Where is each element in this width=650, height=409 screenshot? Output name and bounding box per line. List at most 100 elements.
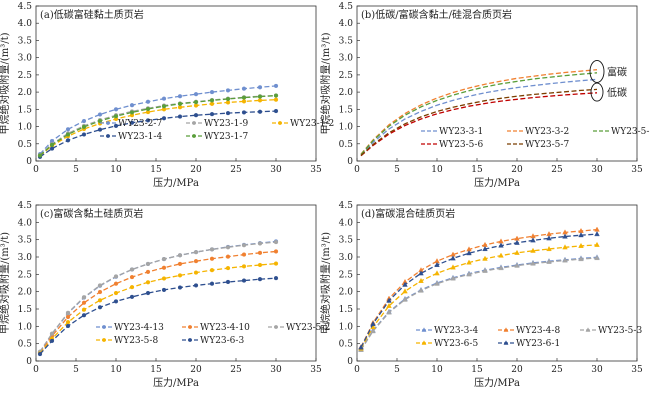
series-line xyxy=(360,88,598,156)
data-point xyxy=(273,108,279,114)
data-point xyxy=(145,269,151,275)
data-point xyxy=(257,109,263,114)
data-point xyxy=(177,105,183,110)
data-point xyxy=(530,247,536,253)
plot-frame xyxy=(35,204,317,362)
panel-title: (b)低碳/富碳含黏土/硅混合质页岩 xyxy=(361,8,512,21)
data-point xyxy=(225,279,231,285)
data-point xyxy=(273,239,279,245)
data-point xyxy=(97,127,103,132)
data-point xyxy=(241,264,247,269)
data-point xyxy=(530,237,536,243)
legend-label: WY23-1-2 xyxy=(290,119,334,129)
data-point xyxy=(562,257,568,263)
x-tick-label: 15 xyxy=(471,165,483,175)
plot-frame xyxy=(35,5,317,162)
series-line xyxy=(360,92,598,157)
data-point xyxy=(402,296,408,302)
data-point xyxy=(273,249,279,254)
data-point xyxy=(49,146,55,151)
data-point xyxy=(273,97,279,102)
legend-marker xyxy=(188,325,192,329)
data-point xyxy=(241,252,247,257)
y-tick-label: 2.0 xyxy=(339,288,354,298)
data-point xyxy=(129,120,135,125)
data-point xyxy=(225,245,231,250)
series-line xyxy=(39,277,277,355)
data-point xyxy=(37,153,43,158)
y-tick-label: 3.0 xyxy=(18,54,33,64)
data-point xyxy=(225,100,231,105)
data-point xyxy=(386,302,392,308)
data-point xyxy=(578,256,584,262)
y-tick-label: 4.5 xyxy=(339,201,354,211)
x-tick-label: 30 xyxy=(270,165,282,175)
y-axis-label: 甲烷绝对吸附量/(m³/t) xyxy=(0,32,11,134)
series-line xyxy=(360,257,598,351)
data-point xyxy=(434,280,440,286)
y-tick-label: 1.0 xyxy=(18,123,33,133)
y-tick-label: 4.5 xyxy=(18,2,33,12)
data-point xyxy=(145,290,151,296)
data-point xyxy=(113,281,119,286)
series-line xyxy=(39,262,277,354)
data-point xyxy=(257,85,263,90)
data-point xyxy=(466,250,472,256)
data-point xyxy=(49,142,55,147)
legend-label: WY23-6-1 xyxy=(516,339,560,349)
data-point xyxy=(257,277,263,282)
series-line xyxy=(360,78,598,156)
y-tick-label: 2.0 xyxy=(18,288,33,298)
data-point xyxy=(466,271,472,277)
data-point xyxy=(193,92,199,97)
data-point xyxy=(161,116,167,121)
data-point xyxy=(97,112,103,117)
x-tick-label: 25 xyxy=(230,165,242,175)
x-tick-label: 10 xyxy=(431,365,443,375)
y-tick-label: 3.5 xyxy=(339,236,354,246)
panel-2: 0 5 10 15 20 25 30 35 0 0.5 1.0 1.5 2.0 2.5 3.0 3.5 4.0 4… xyxy=(319,2,650,189)
legend-marker xyxy=(585,327,591,332)
y-axis-label: 甲烷绝对吸附量/(m³/t) xyxy=(0,232,11,334)
data-point xyxy=(129,103,135,108)
data-point xyxy=(65,314,71,320)
series-line xyxy=(39,110,277,158)
data-point xyxy=(177,261,183,267)
data-point xyxy=(418,287,424,293)
x-axis-label: 压力/MPa xyxy=(153,176,199,189)
data-point xyxy=(434,261,440,267)
data-point xyxy=(257,250,263,255)
data-point xyxy=(209,112,215,117)
y-tick-label: 2.0 xyxy=(18,88,33,98)
data-point xyxy=(225,96,231,102)
data-point xyxy=(113,290,119,296)
data-point xyxy=(193,103,199,108)
x-tick-label: 30 xyxy=(270,365,282,375)
data-point xyxy=(257,98,263,103)
data-point xyxy=(273,93,279,98)
data-point xyxy=(37,351,43,357)
data-point xyxy=(129,267,135,272)
data-point xyxy=(81,295,87,300)
legend-label: WY23-3-4 xyxy=(434,326,478,336)
y-tick-label: 2.0 xyxy=(339,88,354,98)
x-tick-label: 10 xyxy=(110,365,122,375)
data-point xyxy=(209,268,215,273)
data-point xyxy=(386,297,392,303)
data-point xyxy=(225,88,231,93)
data-point xyxy=(49,331,55,336)
data-point xyxy=(514,249,520,255)
data-point xyxy=(418,270,424,276)
data-point xyxy=(113,123,119,128)
data-point xyxy=(65,323,71,329)
data-point xyxy=(482,255,488,261)
legend-label: WY23-3-2 xyxy=(525,127,569,137)
data-point xyxy=(97,305,103,310)
data-point xyxy=(81,300,87,305)
legend-marker xyxy=(106,134,110,138)
data-point xyxy=(562,233,568,239)
data-point xyxy=(546,246,552,252)
legend-marker xyxy=(503,340,509,345)
